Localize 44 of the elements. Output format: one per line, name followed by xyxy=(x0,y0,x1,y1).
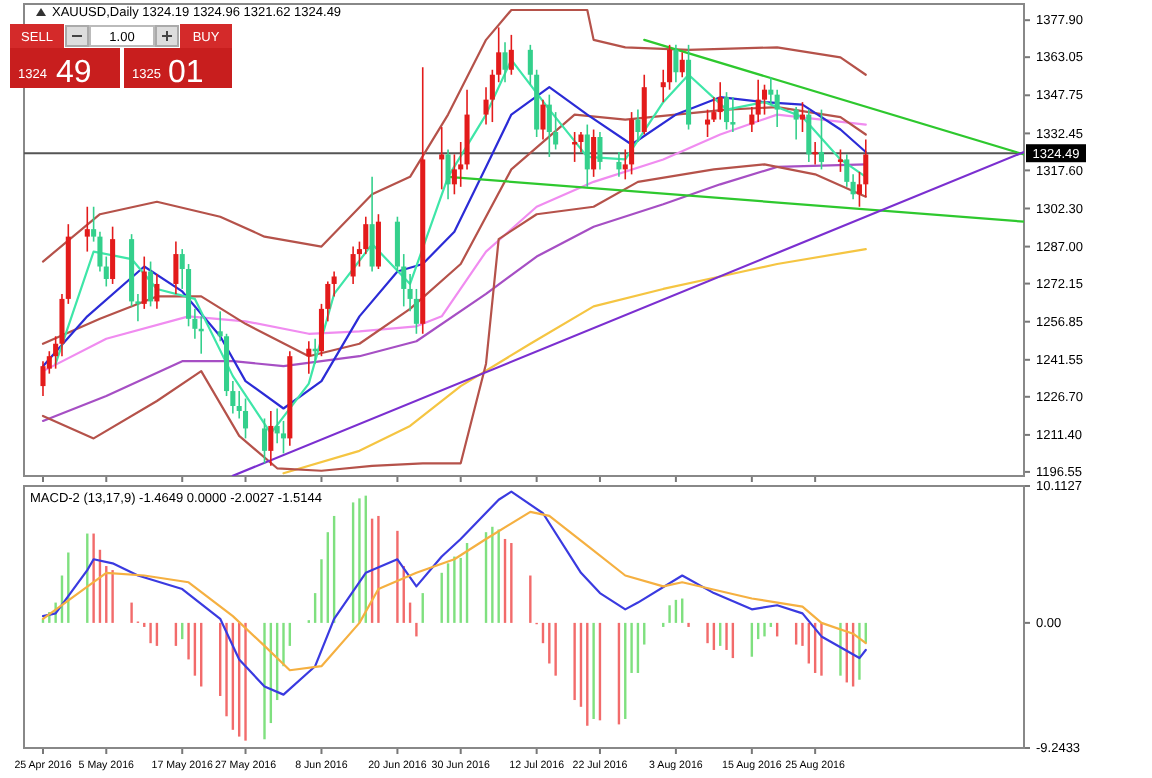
candlestick xyxy=(173,240,179,295)
candlestick xyxy=(546,93,552,158)
candlestick xyxy=(502,41,508,84)
candlestick xyxy=(629,111,635,176)
candlestick xyxy=(274,407,280,445)
candlestick xyxy=(597,131,603,171)
candlestick xyxy=(673,44,679,84)
candlestick xyxy=(584,123,590,188)
candlestick xyxy=(375,213,381,270)
candlestick xyxy=(261,417,268,465)
candlestick xyxy=(540,98,546,141)
line-series xyxy=(41,163,867,472)
candlestick xyxy=(369,176,375,273)
annotation: 49 xyxy=(56,56,92,90)
candlestick xyxy=(141,255,147,310)
candlestick xyxy=(306,340,312,375)
candlestick xyxy=(717,81,723,121)
candlestick xyxy=(148,260,154,308)
candlestick xyxy=(445,148,451,201)
annotation: 01 xyxy=(168,56,204,90)
line-series xyxy=(41,86,867,410)
candlestick xyxy=(793,106,799,141)
candlestick xyxy=(724,91,730,131)
candlestick xyxy=(818,108,824,171)
candlestick xyxy=(641,73,647,136)
candlestick xyxy=(591,128,597,178)
line-series xyxy=(282,247,867,475)
candlestick xyxy=(616,151,622,178)
candlestick xyxy=(110,225,116,285)
candlestick xyxy=(242,397,249,440)
candlestick xyxy=(679,51,685,79)
candlestick xyxy=(799,101,806,133)
line-series xyxy=(41,510,867,672)
candlestick xyxy=(439,126,445,191)
candlestick xyxy=(837,148,843,173)
candlestick xyxy=(350,245,356,285)
candlestick xyxy=(508,34,514,76)
candlestick xyxy=(806,108,812,163)
candlestick xyxy=(635,108,641,143)
candlestick xyxy=(154,273,160,310)
candlestick xyxy=(268,410,274,467)
candlestick xyxy=(84,205,90,253)
candlestick xyxy=(761,83,768,116)
candlestick xyxy=(730,96,736,133)
